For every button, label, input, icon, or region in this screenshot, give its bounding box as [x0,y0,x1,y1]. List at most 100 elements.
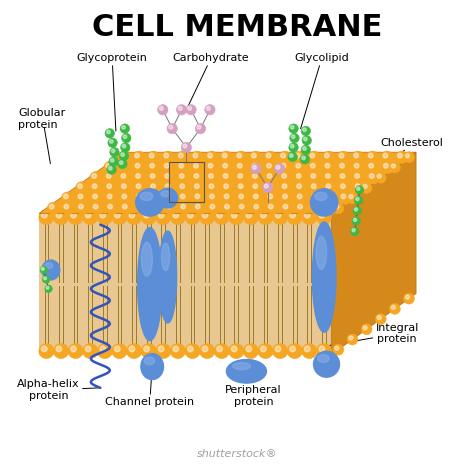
Circle shape [281,192,293,204]
Circle shape [319,346,325,352]
Circle shape [93,204,98,209]
Circle shape [283,204,288,209]
Circle shape [105,128,115,138]
Circle shape [287,344,302,358]
Circle shape [90,172,102,184]
Text: Alpha-helix
protein: Alpha-helix protein [17,379,100,401]
Circle shape [296,173,301,178]
Circle shape [303,147,306,150]
Circle shape [191,151,203,164]
Circle shape [339,192,351,204]
Circle shape [353,206,361,215]
Circle shape [265,172,277,184]
Circle shape [222,153,227,158]
Circle shape [166,204,171,209]
Circle shape [85,212,91,218]
Circle shape [298,204,302,209]
Circle shape [148,182,161,194]
Circle shape [106,164,110,168]
Circle shape [106,173,111,178]
Circle shape [97,210,112,225]
Circle shape [150,164,155,168]
Circle shape [265,182,278,194]
Circle shape [301,126,310,136]
Circle shape [156,210,171,225]
Circle shape [290,154,293,157]
Circle shape [127,344,142,358]
Circle shape [352,161,365,173]
Circle shape [112,344,127,358]
Ellipse shape [140,192,153,201]
Circle shape [354,164,359,168]
Circle shape [200,344,215,358]
Circle shape [287,210,302,225]
Circle shape [253,165,256,169]
Circle shape [317,210,331,225]
Circle shape [236,172,248,184]
Circle shape [78,184,82,189]
Circle shape [179,153,183,158]
Circle shape [108,138,117,147]
Circle shape [76,202,89,215]
Circle shape [178,106,182,110]
Circle shape [281,202,293,215]
Text: Cholesterol: Cholesterol [380,138,443,148]
Ellipse shape [141,354,164,380]
Ellipse shape [159,231,177,323]
Circle shape [207,106,210,110]
Circle shape [82,210,98,225]
Circle shape [210,204,215,209]
Circle shape [333,344,344,355]
Circle shape [97,344,112,358]
Circle shape [266,202,279,215]
Circle shape [152,204,156,209]
Circle shape [207,182,219,194]
Circle shape [296,164,301,168]
Circle shape [71,212,76,218]
Circle shape [91,202,103,215]
Circle shape [237,153,242,158]
Circle shape [136,184,141,189]
Circle shape [119,151,128,161]
Circle shape [220,151,233,164]
Circle shape [383,153,388,158]
Ellipse shape [141,242,153,276]
Circle shape [281,164,286,168]
Circle shape [222,192,235,204]
Circle shape [264,184,268,188]
Circle shape [252,202,264,215]
Circle shape [356,186,364,194]
Circle shape [290,212,295,218]
Circle shape [82,344,98,358]
Circle shape [361,324,372,335]
Circle shape [243,210,258,225]
Circle shape [390,162,400,173]
Circle shape [54,344,69,358]
Circle shape [178,192,191,204]
Text: Carbohydrate: Carbohydrate [173,53,249,108]
Circle shape [195,123,206,134]
Circle shape [136,173,140,178]
Circle shape [192,172,204,184]
Circle shape [151,194,156,199]
Circle shape [121,173,126,178]
Circle shape [64,194,68,199]
Circle shape [56,212,62,218]
Circle shape [283,194,287,199]
Text: Channel protein: Channel protein [105,366,194,407]
Circle shape [119,172,131,184]
Circle shape [311,184,316,189]
Circle shape [109,166,112,170]
Ellipse shape [310,189,338,216]
Circle shape [297,184,301,189]
Circle shape [177,161,189,173]
Circle shape [325,202,337,215]
Circle shape [308,161,321,173]
Circle shape [173,212,179,218]
Ellipse shape [312,222,336,332]
Circle shape [267,173,272,178]
Circle shape [107,130,110,134]
Circle shape [355,196,363,204]
Circle shape [93,194,98,199]
Circle shape [188,212,193,218]
